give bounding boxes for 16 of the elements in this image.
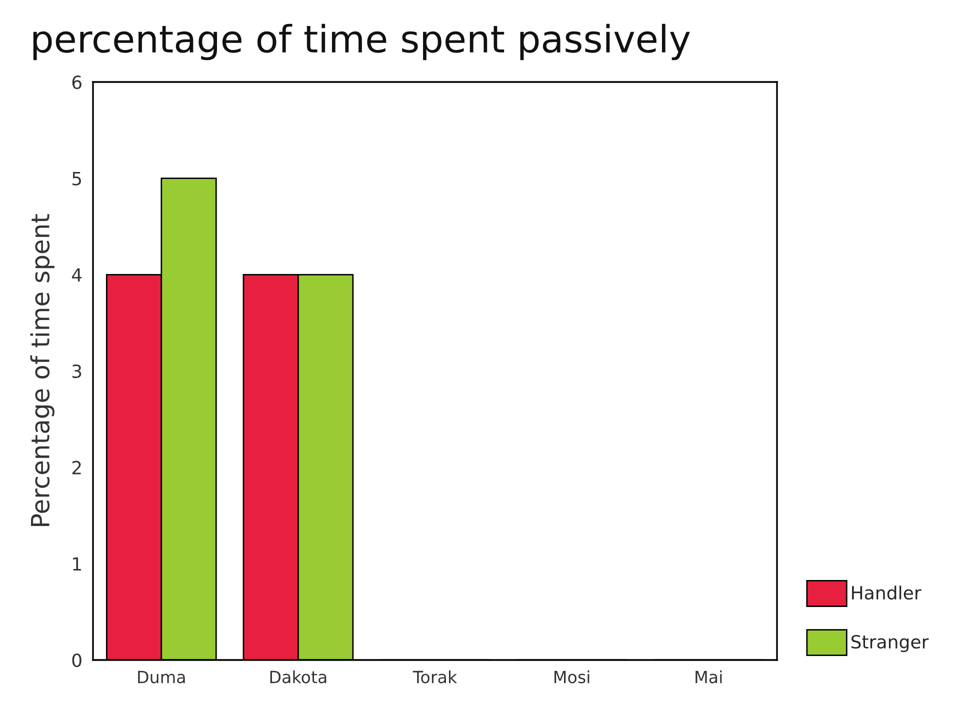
x-tick-label: Duma [138,670,185,684]
y-tick-label: 0 [72,653,82,668]
x-tick-label: Dakota [270,670,326,684]
y-tick-label: 4 [72,268,82,282]
y-tick-label: 3 [72,364,82,378]
y-tick-label: 6 [72,75,82,90]
x-tick-label: Mosi [554,670,590,684]
x-tick-label: Torak [412,670,458,684]
y-tick-label: 5 [72,172,82,186]
chart-title: percentage of time spent passively [33,24,690,60]
legend-label: Handler [852,586,922,600]
y-axis-title: Percentage of time spent [30,214,54,526]
y-tick-label: 2 [72,460,81,474]
legend-label: Stranger [851,634,929,652]
y-tick-label: 1 [73,557,81,571]
x-tick-label: Mai [696,670,722,684]
